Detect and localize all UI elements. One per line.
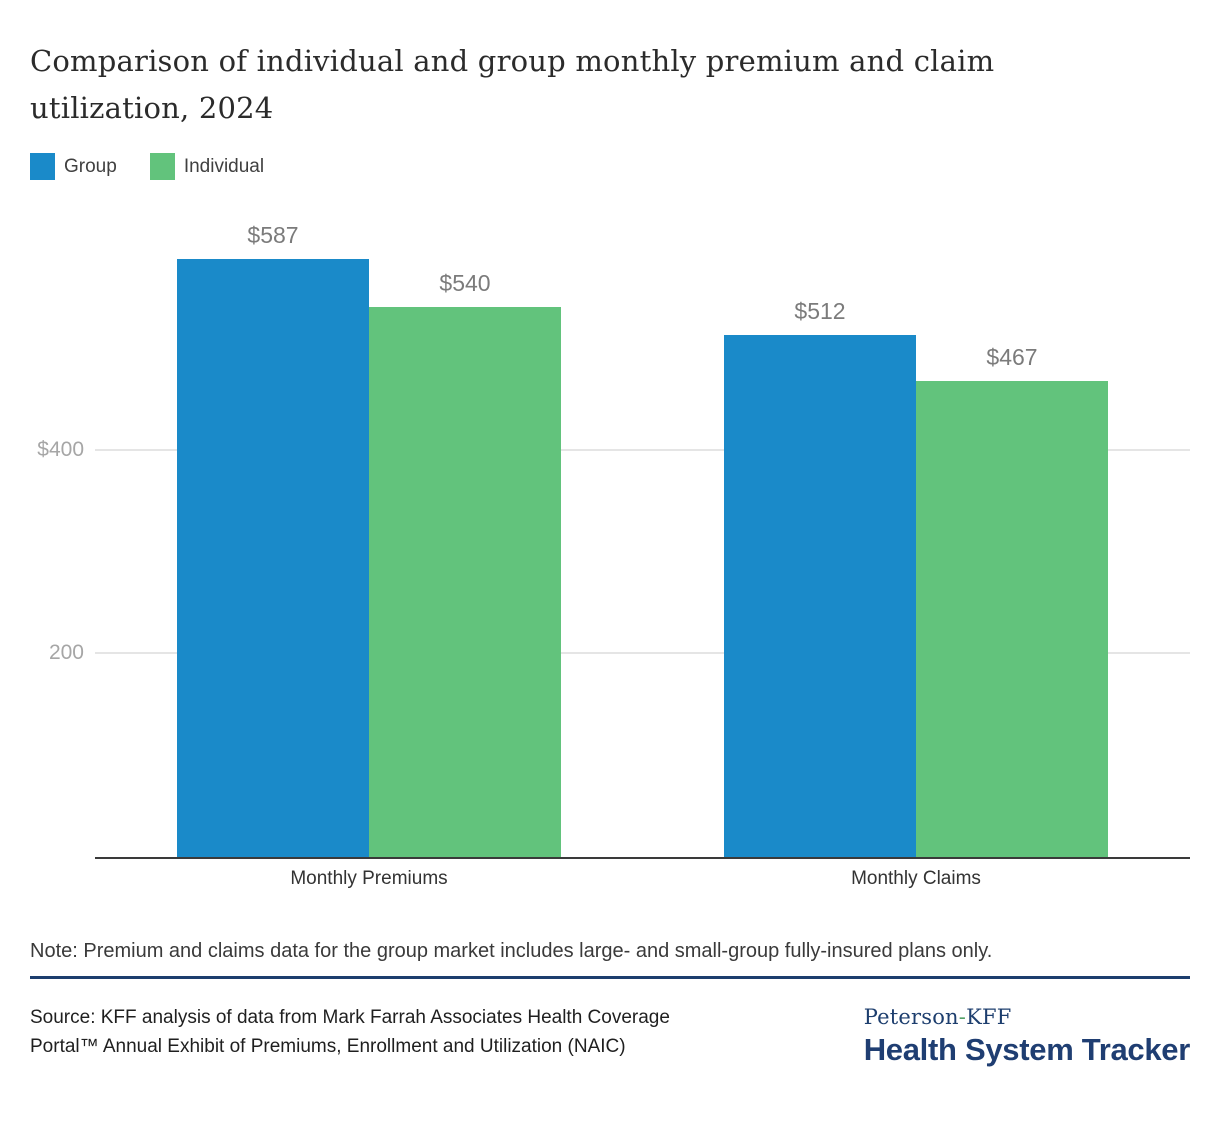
bar-value-label: $540 <box>439 270 491 296</box>
source-text: Source: KFF analysis of data from Mark F… <box>30 1007 670 1057</box>
chart-title: Comparison of individual and group month… <box>30 44 995 125</box>
x-axis-category-label: Monthly Premiums <box>290 868 448 889</box>
legend-swatch <box>30 153 55 180</box>
legend-item-individual: Individual <box>149 153 265 180</box>
bar-value-label: $512 <box>794 298 846 324</box>
brand-logo: Peterson-KFF Health System Tracker <box>863 1003 1191 1068</box>
bar-value-label: $587 <box>247 222 299 248</box>
bar-group: $512 $467 <box>724 298 1108 857</box>
x-axis-labels: Monthly Premiums Monthly Claims <box>95 868 1190 894</box>
legend-label-individual: Individual <box>183 155 265 177</box>
plot-area: $400 200 $587 $540 $512 $467 <box>37 200 1190 859</box>
bar-individual: $467 <box>916 344 1108 857</box>
brand-peterson: Peterson <box>863 1005 959 1029</box>
bar-individual: $540 <box>369 270 561 857</box>
y-axis-tick-label: $400 <box>37 438 84 461</box>
legend-swatch <box>149 153 175 180</box>
brand-health-system-tracker: Health System Tracker <box>863 1032 1191 1067</box>
chart-legend: Group Individual <box>30 153 1190 180</box>
brand-hyphen: - <box>958 1005 967 1029</box>
bar-chart: $400 200 $587 $540 $512 $467 Monthly Premiums… <box>30 200 1190 894</box>
bar-group: $512 <box>724 298 916 857</box>
chart-page: Comparison of individual and group month… <box>30 44 1190 1068</box>
gridline <box>95 449 1190 451</box>
brand-peterson-kff: Peterson-KFF <box>864 1005 1190 1029</box>
footer: Source: KFF analysis of data from Mark F… <box>30 1003 1190 1068</box>
y-axis-tick-label: 200 <box>48 641 84 664</box>
note-text: Note: Premium and claims data for the gr… <box>30 940 1190 979</box>
gridline <box>95 652 1190 654</box>
bar-value-label: $467 <box>986 344 1038 370</box>
bar-group: $587 <box>177 222 369 857</box>
legend-item-group: Group <box>30 153 117 180</box>
legend-label-group: Group <box>64 155 117 177</box>
x-axis-category-label: Monthly Claims <box>851 868 981 889</box>
brand-kff: KFF <box>966 1005 1012 1029</box>
bar-group: $587 $540 <box>177 222 561 857</box>
